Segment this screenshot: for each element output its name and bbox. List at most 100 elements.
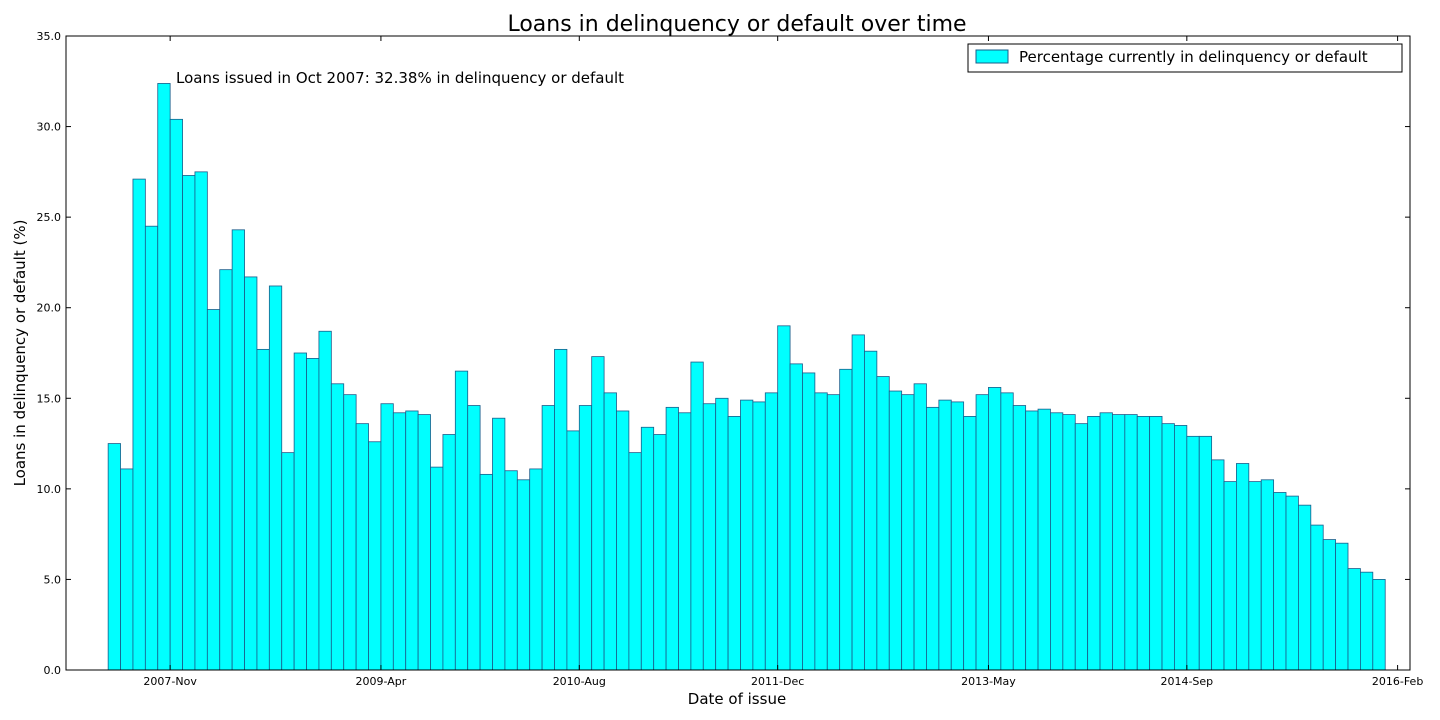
bar-2012-07 xyxy=(864,350,878,671)
y-tick-label: 0.0 xyxy=(44,664,62,677)
bar-2012-11 xyxy=(913,383,927,671)
y-tick-label: 30.0 xyxy=(37,121,62,134)
y-tick-label: 25.0 xyxy=(37,211,62,224)
bar-2008-07 xyxy=(268,285,283,671)
legend-frame xyxy=(967,43,1403,73)
x-tick-label: 2013-May xyxy=(961,675,1016,688)
bar-2012-04 xyxy=(826,394,841,671)
bar-2012-09 xyxy=(888,390,903,671)
bar-2012-05 xyxy=(839,368,853,671)
bar-2008-11 xyxy=(318,330,332,671)
bar-2012-08 xyxy=(876,376,890,671)
bar-2009-05 xyxy=(392,412,407,671)
bar-2011-01 xyxy=(640,426,655,671)
plot-border xyxy=(65,35,1411,671)
bar-2008-04 xyxy=(231,229,245,671)
bar-2012-06 xyxy=(851,334,865,671)
bar-2007-12 xyxy=(182,175,196,671)
x-tick-label: 2010-Aug xyxy=(553,675,606,688)
bar-2013-12 xyxy=(1074,423,1089,671)
bar-2015-03 xyxy=(1260,479,1275,671)
bar-2015-08 xyxy=(1322,539,1337,671)
bar-2010-10 xyxy=(603,392,617,671)
bar-2010-11 xyxy=(616,410,630,671)
bar-2015-07 xyxy=(1310,524,1324,671)
bar-2010-01 xyxy=(492,417,506,671)
bar-2015-01 xyxy=(1236,463,1250,671)
y-tick-label: 10.0 xyxy=(37,483,62,496)
bar-2014-06 xyxy=(1149,415,1163,671)
y-tick-label: 20.0 xyxy=(37,302,62,315)
bar-2010-08 xyxy=(578,405,593,671)
legend-swatch xyxy=(975,49,1009,64)
y-tick-label: 15.0 xyxy=(37,392,62,405)
bar-2009-10 xyxy=(454,370,469,671)
bar-2011-08 xyxy=(727,415,741,671)
bar-2011-04 xyxy=(678,412,692,671)
bar-2014-12 xyxy=(1223,481,1237,671)
bar-2010-02 xyxy=(504,470,518,671)
bar-2013-09 xyxy=(1037,408,1051,671)
x-tick-label: 2007-Nov xyxy=(143,675,197,688)
bar-2011-05 xyxy=(690,361,704,671)
legend-label: Percentage currently in delinquency or d… xyxy=(1019,48,1368,66)
y-axis-title: Loans in delinquency or default (%) xyxy=(11,220,29,487)
x-tick-label: 2016-Feb xyxy=(1372,675,1423,688)
bar-2009-07 xyxy=(417,414,431,671)
bar-2013-03 xyxy=(963,415,977,671)
x-axis-ticks: 2007-Nov 2009-Apr 2010-Aug 2011-Dec 2013-May… xyxy=(143,36,1423,688)
bar-2010-03 xyxy=(516,479,531,671)
bar-2014-02 xyxy=(1099,412,1113,671)
bar-2015-12 xyxy=(1372,579,1386,671)
bar-2010-07 xyxy=(566,430,580,671)
bar-2015-10 xyxy=(1347,568,1361,671)
bar-2013-06 xyxy=(1000,392,1014,671)
bar-2011-12 xyxy=(777,325,791,671)
x-tick-label: 2009-Apr xyxy=(356,675,407,688)
bar-2008-05 xyxy=(244,276,258,671)
y-tick-label: 35.0 xyxy=(37,30,62,43)
bar-2014-10 xyxy=(1198,435,1213,671)
bar-2010-09 xyxy=(591,356,605,671)
bar-2013-05 xyxy=(988,387,1002,671)
bar-2007-09 xyxy=(144,225,159,671)
x-axis-title: Date of issue xyxy=(688,690,786,708)
bar-2010-06 xyxy=(554,348,568,671)
bar-2012-10 xyxy=(901,394,915,671)
bar-2009-08 xyxy=(430,466,444,671)
bar-2011-03 xyxy=(665,406,679,671)
y-axis-ticks: 0.0 5.0 10.0 15.0 20.0 25.0 30.0 35.0 xyxy=(37,30,1410,677)
peak-annotation: Loans issued in Oct 2007: 32.38% in deli… xyxy=(176,69,624,87)
bar-2008-08 xyxy=(281,452,295,671)
chart-title: Loans in delinquency or default over tim… xyxy=(507,12,966,37)
bar-2008-10 xyxy=(306,358,320,671)
bar-2012-01 xyxy=(789,363,803,671)
bar-2013-10 xyxy=(1050,412,1064,671)
bar-2013-01 xyxy=(938,399,952,671)
bar-2011-10 xyxy=(752,401,766,671)
bar-2008-02 xyxy=(206,309,221,671)
bar-2015-02 xyxy=(1248,481,1262,671)
bar-2011-11 xyxy=(764,392,779,671)
bar-2009-03 xyxy=(368,441,382,671)
bar-2015-11 xyxy=(1360,571,1374,671)
bar-2008-12 xyxy=(330,383,345,671)
bar-2007-11 xyxy=(169,118,183,671)
bar-2007-10 xyxy=(157,83,171,671)
bar-2013-02 xyxy=(950,401,965,671)
bar-2015-05 xyxy=(1285,495,1299,671)
bar-2008-06 xyxy=(256,348,270,671)
bar-2013-04 xyxy=(975,394,989,671)
bar-2009-01 xyxy=(343,394,357,671)
bar-2015-06 xyxy=(1298,504,1312,671)
bar-2009-02 xyxy=(355,423,369,671)
bar-2007-07 xyxy=(120,468,134,671)
bar-2011-02 xyxy=(653,434,667,671)
bar-2011-06 xyxy=(702,403,717,671)
bar-2015-04 xyxy=(1273,492,1287,671)
bar-2009-11 xyxy=(467,405,481,671)
bar-2014-08 xyxy=(1174,425,1188,671)
bar-2009-12 xyxy=(479,473,493,671)
bar-2009-09 xyxy=(442,434,456,671)
